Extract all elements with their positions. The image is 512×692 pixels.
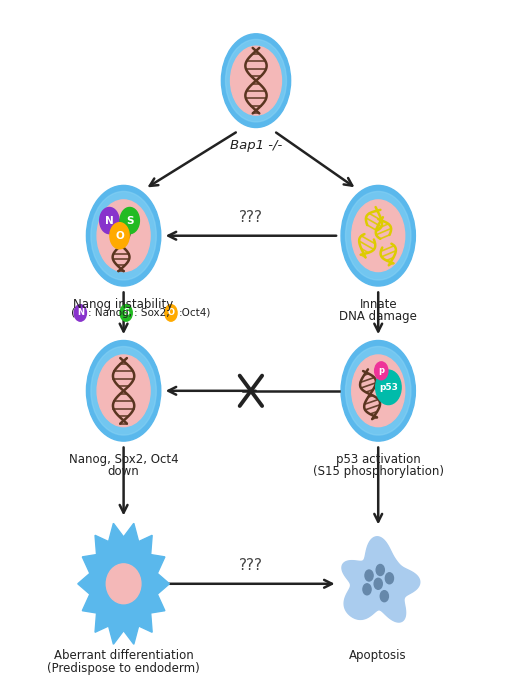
- Text: Apoptosis: Apoptosis: [349, 649, 407, 662]
- Text: p53 activation: p53 activation: [336, 453, 420, 466]
- Circle shape: [87, 185, 161, 286]
- Polygon shape: [78, 523, 169, 644]
- Circle shape: [97, 355, 150, 427]
- Text: ???: ???: [239, 558, 263, 573]
- Circle shape: [87, 340, 161, 441]
- Circle shape: [346, 347, 411, 435]
- Circle shape: [91, 347, 156, 435]
- Circle shape: [110, 223, 129, 249]
- Text: down: down: [108, 465, 139, 478]
- Text: : Nanog,: : Nanog,: [88, 308, 132, 318]
- Circle shape: [374, 579, 382, 590]
- Text: Nanog instability: Nanog instability: [74, 298, 174, 311]
- Text: N: N: [77, 309, 84, 318]
- Circle shape: [375, 362, 388, 380]
- Text: Nanog, Sox2, Oct4: Nanog, Sox2, Oct4: [69, 453, 178, 466]
- Text: :Oct4): :Oct4): [179, 308, 211, 318]
- Text: (S15 phosphorylation): (S15 phosphorylation): [313, 465, 444, 478]
- Circle shape: [341, 185, 415, 286]
- Circle shape: [341, 340, 415, 441]
- Circle shape: [120, 208, 139, 234]
- Circle shape: [352, 200, 404, 271]
- Circle shape: [97, 200, 150, 271]
- Text: DNA damage: DNA damage: [339, 310, 417, 323]
- Text: (Predispose to endoderm): (Predispose to endoderm): [47, 662, 200, 675]
- Circle shape: [100, 208, 119, 234]
- Circle shape: [363, 584, 371, 595]
- Circle shape: [380, 591, 389, 602]
- Text: S: S: [126, 216, 134, 226]
- Circle shape: [352, 355, 404, 427]
- Circle shape: [225, 39, 287, 122]
- Text: (: (: [71, 308, 76, 318]
- Circle shape: [386, 573, 394, 584]
- Text: p: p: [378, 366, 385, 375]
- Circle shape: [221, 34, 291, 127]
- Text: : Sox2,: : Sox2,: [134, 308, 169, 318]
- Text: Bap1 -/-: Bap1 -/-: [230, 139, 282, 152]
- Text: S: S: [123, 309, 129, 318]
- Circle shape: [365, 570, 373, 581]
- Text: O: O: [167, 309, 175, 318]
- Circle shape: [376, 565, 385, 576]
- Text: Innate: Innate: [359, 298, 397, 311]
- Text: ???: ???: [239, 210, 263, 225]
- Polygon shape: [342, 537, 420, 622]
- Text: p53: p53: [379, 383, 398, 392]
- Circle shape: [74, 304, 87, 321]
- Circle shape: [91, 192, 156, 280]
- Ellipse shape: [106, 564, 141, 603]
- Circle shape: [376, 370, 401, 405]
- Circle shape: [120, 304, 132, 321]
- Text: N: N: [105, 216, 114, 226]
- Text: Aberrant differentiation: Aberrant differentiation: [54, 649, 194, 662]
- Text: O: O: [115, 230, 124, 241]
- Circle shape: [230, 46, 282, 115]
- Circle shape: [165, 304, 177, 321]
- Circle shape: [346, 192, 411, 280]
